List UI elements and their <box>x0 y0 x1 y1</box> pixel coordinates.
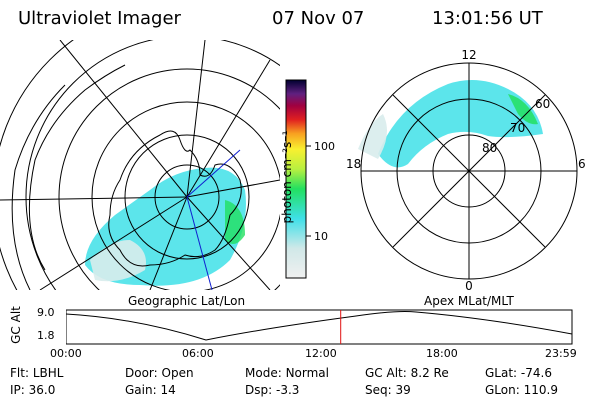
app-title: Ultraviolet Imager <box>18 8 181 29</box>
mlt-label-18: 18 <box>346 157 361 171</box>
apex-polar-map: 12 18 6 0 60 70 80 <box>346 48 586 293</box>
status-glon: GLon: 110.9 <box>485 383 558 397</box>
xtick-1800: 18:00 <box>426 347 458 360</box>
xtick-2359: 23:59 <box>545 347 577 360</box>
mlt-label-0: 0 <box>465 279 473 293</box>
mlat-label-70: 70 <box>510 121 525 135</box>
mlat-label-60: 60 <box>535 97 550 111</box>
status-gain: Gain: 14 <box>125 383 176 397</box>
altitude-ytick-min: 1.8 <box>37 329 55 342</box>
status-ip: IP: 36.0 <box>10 383 56 397</box>
colorbar <box>285 79 311 279</box>
status-seq: Seq: 39 <box>365 383 411 397</box>
mlat-label-80: 80 <box>482 141 497 155</box>
status-door: Door: Open <box>125 366 194 380</box>
status-glat: GLat: -74.6 <box>485 366 552 380</box>
altitude-ylabel: GC Alt <box>9 306 23 344</box>
colorbar-label: photon cm⁻²s⁻¹ <box>280 130 294 224</box>
colorbar-tick-100: 100 <box>314 140 335 153</box>
altitude-plot <box>66 309 573 345</box>
altitude-ytick-max: 9.0 <box>37 306 55 319</box>
colorbar-tick-10: 10 <box>314 230 328 243</box>
status-dsp: Dsp: -3.3 <box>245 383 300 397</box>
status-filter: Flt: LBHL <box>10 366 64 380</box>
mlt-label-6: 6 <box>578 157 586 171</box>
time-label: 13:01:56 UT <box>432 8 543 29</box>
coastline <box>108 130 242 267</box>
altitude-curve <box>66 311 573 341</box>
status-mode: Mode: Normal <box>245 366 329 380</box>
xtick-0600: 06:00 <box>182 347 214 360</box>
xtick-1200: 12:00 <box>305 347 337 360</box>
geographic-map <box>0 40 280 290</box>
apex-label: Apex MLat/MLT <box>424 294 514 308</box>
aurora-region-apex <box>378 80 543 168</box>
status-gc-alt: GC Alt: 8.2 Re <box>365 366 449 380</box>
geographic-label: Geographic Lat/Lon <box>128 294 246 308</box>
mlt-label-12: 12 <box>461 48 476 62</box>
date-label: 07 Nov 07 <box>272 8 365 29</box>
sun-line <box>186 196 213 290</box>
xtick-0000: 00:00 <box>50 347 82 360</box>
